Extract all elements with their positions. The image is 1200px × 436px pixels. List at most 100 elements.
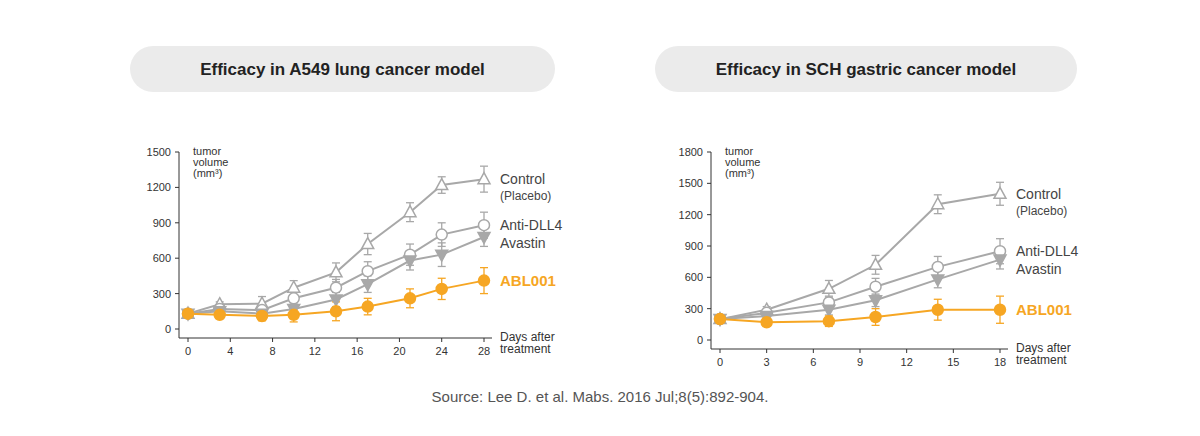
y-axis-label-line: (mm³) bbox=[725, 167, 754, 179]
x-tick-label: 4 bbox=[227, 345, 233, 357]
x-tick bbox=[188, 338, 189, 342]
x-tick-label: 3 bbox=[764, 356, 770, 368]
marker bbox=[362, 266, 373, 277]
series-line bbox=[188, 281, 484, 316]
marker bbox=[183, 308, 194, 319]
series-label: Anti-DLL4 bbox=[500, 217, 562, 233]
marker bbox=[182, 309, 194, 320]
error-cap bbox=[364, 314, 372, 315]
error-cap bbox=[406, 288, 414, 289]
error-cap bbox=[996, 268, 1004, 269]
marker bbox=[214, 309, 225, 320]
error-cap bbox=[872, 274, 880, 275]
error-cap bbox=[480, 267, 488, 268]
error-cap bbox=[406, 221, 414, 222]
x-tick-label: 6 bbox=[810, 356, 816, 368]
x-tick-label: 15 bbox=[947, 356, 959, 368]
series-label: Control(Placebo) bbox=[1016, 186, 1067, 218]
marker bbox=[932, 275, 944, 286]
marker bbox=[715, 314, 726, 325]
x-axis bbox=[179, 338, 492, 339]
error-cap bbox=[438, 242, 446, 243]
chart-title: Efficacy in SCH gastric cancer model bbox=[716, 60, 1016, 79]
x-tick-label: 12 bbox=[309, 345, 321, 357]
y-tick bbox=[175, 329, 179, 330]
y-tick bbox=[707, 152, 711, 153]
y-tick-label: 1500 bbox=[147, 146, 171, 158]
x-axis-label: Days aftertreatment bbox=[500, 330, 555, 356]
series-line bbox=[720, 194, 1000, 319]
y-axis bbox=[179, 152, 180, 338]
series-line bbox=[188, 179, 484, 314]
error-cap bbox=[934, 320, 942, 321]
y-tick-label: 1200 bbox=[679, 209, 703, 221]
marker bbox=[761, 317, 772, 328]
x-tick-label: 24 bbox=[436, 345, 448, 357]
series-label: ABL001 bbox=[1016, 301, 1072, 318]
marker bbox=[478, 173, 490, 184]
marker bbox=[932, 198, 944, 209]
error-cap bbox=[332, 262, 340, 263]
x-tick-label: 8 bbox=[270, 345, 276, 357]
error-cap bbox=[996, 238, 1004, 239]
x-axis-label: Days aftertreatment bbox=[1016, 341, 1071, 367]
error-cap bbox=[934, 213, 942, 214]
x-tick-label: 0 bbox=[717, 356, 723, 368]
x-tick-label: 18 bbox=[994, 356, 1006, 368]
x-tick-label: 9 bbox=[857, 356, 863, 368]
y-axis bbox=[711, 152, 712, 349]
y-tick-label: 300 bbox=[153, 288, 171, 300]
marker bbox=[288, 309, 299, 320]
plot-area bbox=[182, 166, 490, 322]
marker bbox=[288, 293, 299, 304]
error-cap bbox=[290, 321, 298, 322]
marker bbox=[362, 301, 373, 312]
y-tick bbox=[707, 277, 711, 278]
marker bbox=[994, 255, 1006, 266]
series-label-line: Control bbox=[500, 171, 545, 187]
error-cap bbox=[934, 256, 942, 257]
marker bbox=[995, 304, 1006, 315]
error-cap bbox=[438, 278, 446, 279]
marker bbox=[436, 229, 447, 240]
y-tick bbox=[707, 214, 711, 215]
marker bbox=[870, 281, 881, 292]
error-cap bbox=[480, 246, 488, 247]
series-label-line: Avastin bbox=[500, 235, 546, 251]
x-tick bbox=[484, 338, 485, 342]
error-cap bbox=[480, 191, 488, 192]
error-cap bbox=[872, 255, 880, 256]
y-axis-label: tumorvolume(mm³) bbox=[725, 145, 760, 179]
error-cap bbox=[332, 279, 340, 280]
y-tick-label: 900 bbox=[153, 217, 171, 229]
x-tick bbox=[860, 349, 861, 353]
marker bbox=[870, 312, 881, 323]
error-cap bbox=[364, 254, 372, 255]
error-cap bbox=[480, 166, 488, 167]
y-tick bbox=[707, 308, 711, 309]
marker bbox=[183, 308, 194, 319]
x-tick-label: 20 bbox=[393, 345, 405, 357]
marker bbox=[479, 275, 490, 286]
marker bbox=[823, 305, 835, 316]
x-tick bbox=[906, 349, 907, 353]
series-label-line: Anti-DLL4 bbox=[500, 217, 562, 233]
error-cap bbox=[438, 222, 446, 223]
error-cap bbox=[996, 323, 1004, 324]
x-tick bbox=[230, 338, 231, 342]
x-tick-label: 16 bbox=[351, 345, 363, 357]
y-tick-label: 600 bbox=[153, 252, 171, 264]
x-tick-label: 12 bbox=[901, 356, 913, 368]
x-tick-label: 0 bbox=[185, 345, 191, 357]
error-cap bbox=[934, 194, 942, 195]
source: Source: Lee D. et al. Mabs. 2016 Jul;8(5… bbox=[432, 388, 769, 405]
error-cap bbox=[996, 182, 1004, 183]
chart: Efficacy in SCH gastric cancer model0300… bbox=[655, 46, 1078, 368]
series-label-line: ABL001 bbox=[1016, 301, 1072, 318]
series-label-line: Control bbox=[1016, 186, 1061, 202]
x-tick bbox=[1000, 349, 1001, 353]
error-cap bbox=[872, 278, 880, 279]
y-tick bbox=[175, 152, 179, 153]
x-tick bbox=[314, 338, 315, 342]
x-tick-label: 28 bbox=[478, 345, 490, 357]
